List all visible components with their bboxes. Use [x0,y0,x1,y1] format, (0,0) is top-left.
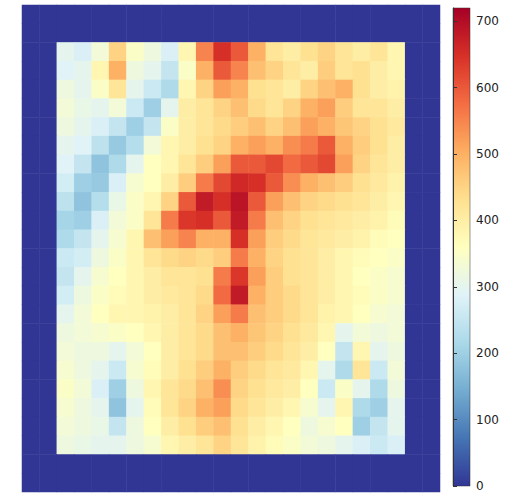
svg-text:500: 500 [476,147,499,161]
svg-text:400: 400 [476,213,499,227]
svg-text:0: 0 [476,479,484,493]
svg-text:600: 600 [476,81,499,95]
svg-text:700: 700 [476,14,499,28]
svg-text:300: 300 [476,280,499,294]
svg-text:100: 100 [476,413,499,427]
svg-text:200: 200 [476,346,499,360]
